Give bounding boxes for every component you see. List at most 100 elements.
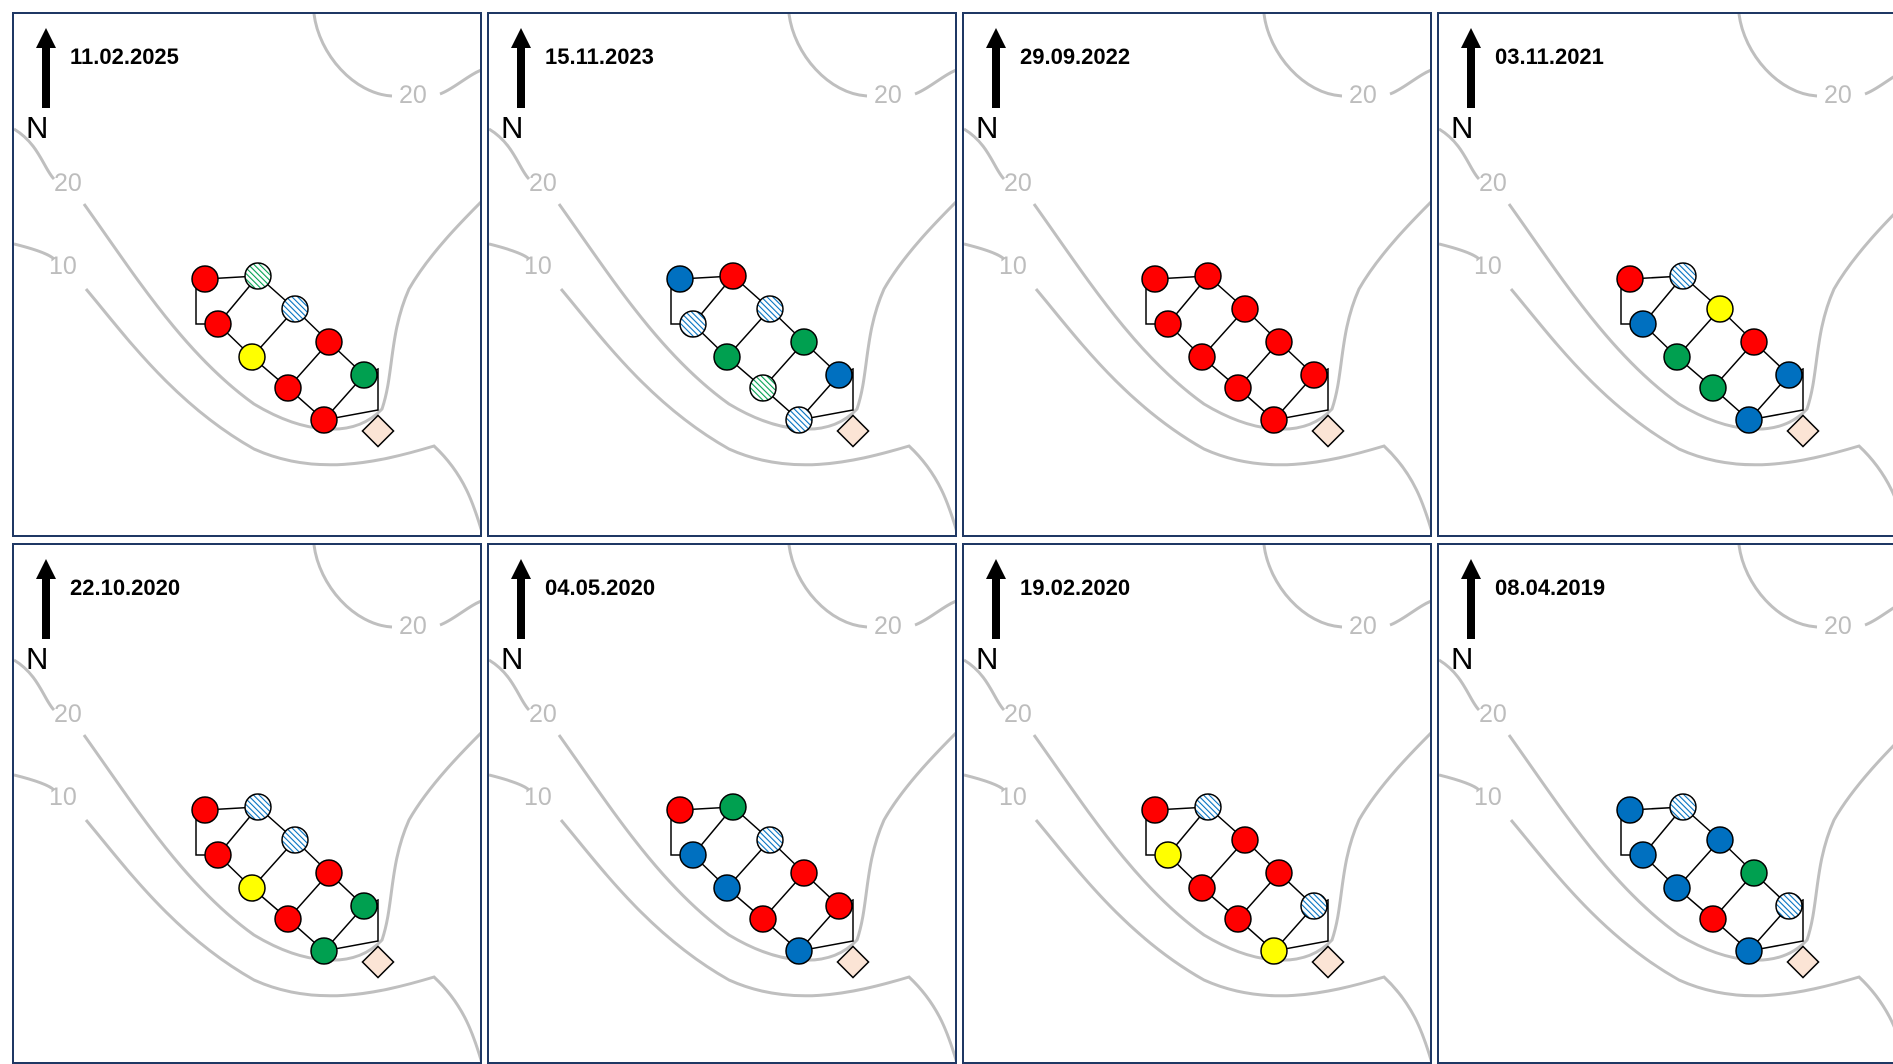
panel-date: 03.11.2021 — [1495, 44, 1604, 69]
map-panel: 20 20 10 N 03.11.2021 — [1437, 12, 1893, 537]
contour-line-20 — [964, 127, 1430, 431]
dot-row4-left — [749, 374, 777, 402]
dot-top-right — [719, 793, 747, 821]
panel-date: 15.11.2023 — [545, 44, 654, 69]
contour-line-10 — [14, 773, 480, 1062]
contour-label: 10 — [1474, 783, 1502, 811]
map-panel: 20 20 10 N 11.02.2025 — [12, 12, 482, 537]
map-drawing: 20 20 10 — [1439, 14, 1893, 497]
dot-row3-left — [1188, 874, 1216, 902]
contour-label: 20 — [529, 700, 557, 728]
dot-connector-frame — [1620, 275, 1804, 421]
north-label: N — [976, 641, 999, 676]
contour-label: 20 — [1824, 81, 1852, 109]
dot-connector-frame — [670, 275, 854, 421]
contour-line-10 — [14, 242, 480, 531]
north-arrow-icon — [36, 559, 56, 639]
north-arrow-icon — [986, 28, 1006, 108]
dot-top-left — [666, 796, 694, 824]
dot-row4-right — [825, 361, 853, 389]
contour-line-10 — [964, 773, 1430, 1062]
dot-row4-right — [350, 892, 378, 920]
dot-row2-left — [679, 310, 707, 338]
north-arrow-icon — [36, 28, 56, 108]
diamond-marker — [1786, 414, 1820, 448]
map-drawing: 20 20 10 — [14, 14, 480, 531]
north-label: N — [1451, 641, 1474, 676]
contour-label: 10 — [999, 252, 1027, 280]
dot-row4-left — [274, 374, 302, 402]
contour-label: 10 — [49, 252, 77, 280]
dot-top-right — [1669, 262, 1697, 290]
dot-row3-right — [1740, 328, 1768, 356]
dot-top-left — [1616, 265, 1644, 293]
map-drawing: 20 20 10 — [964, 545, 1430, 1062]
dot-row2-left — [1154, 310, 1182, 338]
dot-row2-right — [281, 295, 309, 323]
dot-top-left — [1616, 796, 1644, 824]
dot-connector-frame — [1620, 806, 1804, 952]
map-drawing: 20 20 10 — [489, 14, 955, 531]
contour-label: 20 — [54, 700, 82, 728]
contour-line-20 — [1439, 127, 1893, 431]
dot-row3-right — [790, 859, 818, 887]
contour-line-10 — [1439, 773, 1893, 1028]
map-drawing: 20 20 10 — [1439, 545, 1893, 1028]
contour-line-20-top — [787, 14, 955, 98]
dot-top-left — [191, 796, 219, 824]
dot-top-left — [1141, 796, 1169, 824]
contour-line-10 — [489, 773, 955, 1062]
north-arrow-icon — [511, 28, 531, 108]
contour-line-20-top — [1737, 545, 1893, 629]
dot-bottom-left — [1735, 406, 1763, 434]
dot-row3-left — [238, 343, 266, 371]
north-label: N — [26, 110, 49, 145]
north-label: N — [26, 641, 49, 676]
contour-label: 20 — [874, 81, 902, 109]
dot-row3-right — [1265, 859, 1293, 887]
dot-row3-right — [315, 859, 343, 887]
dot-row2-right — [281, 826, 309, 854]
map-panel: 20 20 10 N 08.04.2019 — [1437, 543, 1893, 1064]
dot-connector-frame — [1145, 806, 1329, 952]
dot-row3-right — [790, 328, 818, 356]
dot-row4-left — [749, 905, 777, 933]
contour-line-20 — [964, 658, 1430, 962]
dot-row2-right — [756, 295, 784, 323]
contour-line-20 — [1439, 658, 1893, 962]
panel-date: 22.10.2020 — [70, 575, 181, 600]
contour-line-10 — [1439, 242, 1893, 497]
contour-label: 10 — [49, 783, 77, 811]
contour-label: 20 — [1004, 700, 1032, 728]
dot-bottom-left — [1260, 937, 1288, 965]
contour-line-20 — [489, 127, 955, 431]
dot-row4-right — [350, 361, 378, 389]
dot-row3-right — [1740, 859, 1768, 887]
north-label: N — [976, 110, 999, 145]
dot-row3-left — [1188, 343, 1216, 371]
contour-label: 10 — [1474, 252, 1502, 280]
dot-bottom-left — [1260, 406, 1288, 434]
dot-row4-left — [1224, 905, 1252, 933]
panel-date: 04.05.2020 — [545, 575, 656, 600]
panel-date: 29.09.2022 — [1020, 44, 1131, 69]
contour-line-20-top — [1737, 14, 1893, 98]
panel-date: 11.02.2025 — [70, 44, 179, 69]
north-arrow-icon — [1461, 28, 1481, 108]
dot-row2-right — [1706, 826, 1734, 854]
dot-row2-right — [1706, 295, 1734, 323]
dot-bottom-left — [785, 937, 813, 965]
panel-date: 08.04.2019 — [1495, 575, 1606, 600]
dot-row3-left — [1663, 343, 1691, 371]
dot-row4-right — [1775, 892, 1803, 920]
dot-row3-right — [315, 328, 343, 356]
dot-bottom-left — [310, 937, 338, 965]
dot-connector-frame — [195, 806, 379, 952]
contour-label: 20 — [1824, 612, 1852, 640]
contour-line-20 — [14, 658, 480, 962]
north-arrow-icon — [986, 559, 1006, 639]
contour-label: 20 — [1349, 612, 1377, 640]
contour-label: 10 — [524, 783, 552, 811]
dot-connector-frame — [195, 275, 379, 421]
diamond-marker — [1311, 414, 1345, 448]
